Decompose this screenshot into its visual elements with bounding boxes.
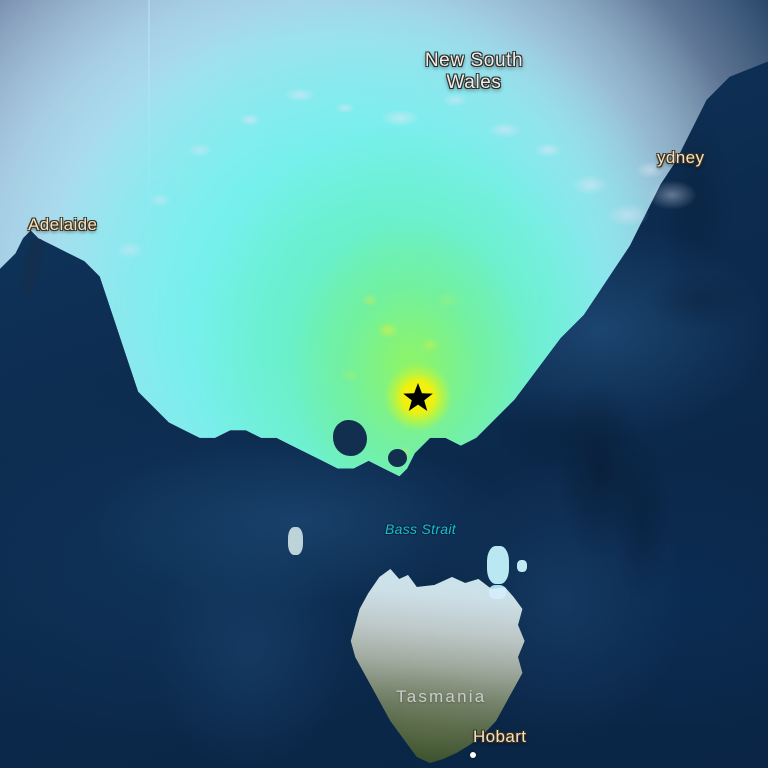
western-port-bay [388,449,407,467]
hobart-city-dot [470,752,476,758]
earthquake-epicenter-star[interactable] [403,382,433,412]
port-phillip-bay [333,420,367,456]
